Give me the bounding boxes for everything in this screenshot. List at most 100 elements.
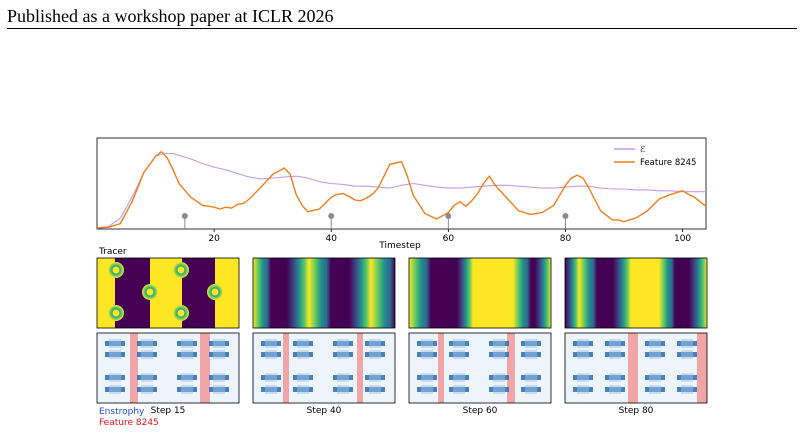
- chart-markers: [181, 213, 569, 229]
- timestep-marker: [445, 213, 452, 219]
- enstrophy-halo: [109, 339, 121, 348]
- enstrophy-halo: [609, 339, 621, 348]
- enstrophy-halo: [265, 350, 277, 359]
- enstrophy-halo: [493, 373, 505, 382]
- chart-lines: [96, 150, 707, 229]
- enstrophy-halo: [421, 373, 433, 382]
- feature-activation-band: [628, 333, 638, 403]
- enstrophy-panel-1: [96, 332, 240, 404]
- chart-ticks: 20 40 60 80 100: [208, 229, 691, 244]
- chart-legend: ℰ Feature 8245: [614, 145, 696, 168]
- timestep-marker: [181, 213, 188, 219]
- enstrophy-halo: [181, 385, 193, 394]
- feature-activation-band: [200, 333, 210, 403]
- enstrophy-halo: [213, 339, 225, 348]
- enstrophy-halo: [609, 385, 621, 394]
- enstrophy-halo: [681, 350, 693, 359]
- step-label-3: Step 60: [463, 406, 498, 416]
- enstrophy-halo: [141, 339, 153, 348]
- timestep-marker: [328, 213, 335, 219]
- step-label-2: Step 40: [307, 406, 342, 416]
- enstrophy-halo: [421, 350, 433, 359]
- tracer-panel-4: [564, 257, 708, 329]
- step-label-1: Step 15: [151, 406, 186, 416]
- enstrophy-halo: [297, 373, 309, 382]
- enstrophy-halo: [493, 385, 505, 394]
- enstrophy-halo: [577, 339, 589, 348]
- enstrophy-halo: [297, 350, 309, 359]
- enstrophy-halo: [525, 385, 537, 394]
- enstrophy-halo: [265, 373, 277, 382]
- enstrophy-halo: [337, 373, 349, 382]
- enstrophy-halo: [109, 385, 121, 394]
- enstrophy-halo: [681, 373, 693, 382]
- enstrophy-panel-frame: [564, 332, 708, 404]
- enstrophy-halo: [525, 373, 537, 382]
- step-label-4: Step 80: [619, 406, 654, 416]
- enstrophy-halo: [649, 373, 661, 382]
- enstrophy-halo: [649, 350, 661, 359]
- enstrophy-halo: [577, 385, 589, 394]
- x-tick-label: 100: [674, 234, 691, 244]
- enstrophy-halo: [297, 385, 309, 394]
- enstrophy-halo: [577, 350, 589, 359]
- enstrophy-halo: [181, 373, 193, 382]
- enstrophy-halo: [453, 339, 465, 348]
- enstrophy-halo: [265, 339, 277, 348]
- enstrophy-halo: [141, 350, 153, 359]
- enstrophy-halo: [369, 373, 381, 382]
- enstrophy-halo: [421, 385, 433, 394]
- enstrophy-halo: [649, 339, 661, 348]
- x-tick-label: 40: [326, 234, 338, 244]
- enstrophy-halo: [109, 350, 121, 359]
- enstrophy-legend-label: Enstrophy: [99, 407, 145, 417]
- enstrophy-halo: [453, 350, 465, 359]
- enstrophy-halo: [141, 385, 153, 394]
- x-tick-label: 80: [560, 234, 572, 244]
- enstrophy-halo: [421, 339, 433, 348]
- x-axis-label: Timestep: [378, 241, 421, 251]
- enstrophy-halo: [525, 339, 537, 348]
- enstrophy-halo: [181, 339, 193, 348]
- tracer-panel-2: [252, 257, 396, 329]
- enstrophy-halo: [181, 350, 193, 359]
- enstrophy-halo: [649, 385, 661, 394]
- enstrophy-halo: [265, 385, 277, 394]
- timestep-marker: [562, 213, 569, 219]
- chart-frame: [96, 137, 707, 230]
- x-tick-label: 20: [208, 234, 220, 244]
- feature-activation-band: [438, 333, 444, 403]
- enstrophy-halo: [109, 373, 121, 382]
- enstrophy-halo: [609, 350, 621, 359]
- x-tick-label: 60: [443, 234, 455, 244]
- series-line-feature-8245: [96, 150, 707, 229]
- enstrophy-halo: [453, 373, 465, 382]
- enstrophy-halo: [369, 350, 381, 359]
- enstrophy-halo: [609, 373, 621, 382]
- feature-legend-label: Feature 8245: [99, 418, 159, 428]
- enstrophy-halo: [337, 385, 349, 394]
- enstrophy-halo: [213, 373, 225, 382]
- enstrophy-halo: [213, 350, 225, 359]
- enstrophy-halo: [681, 385, 693, 394]
- enstrophy-panel-frame: [252, 332, 396, 404]
- enstrophy-halo: [213, 385, 225, 394]
- legend-label-energy: ℰ: [640, 145, 646, 155]
- enstrophy-halo: [453, 385, 465, 394]
- series-line-energy: [96, 152, 706, 229]
- enstrophy-panel-3: [408, 332, 552, 404]
- enstrophy-panel-2: [252, 332, 396, 404]
- enstrophy-halo: [337, 339, 349, 348]
- feature-activation-band: [357, 333, 363, 403]
- legend-label-feature: Feature 8245: [640, 158, 696, 168]
- header-rule: [7, 28, 797, 29]
- enstrophy-halo: [369, 385, 381, 394]
- enstrophy-halo: [493, 339, 505, 348]
- enstrophy-halo: [369, 339, 381, 348]
- enstrophy-panel-frame: [96, 332, 240, 404]
- feature-activation-band: [130, 333, 138, 403]
- enstrophy-panel-4: [564, 332, 708, 404]
- tracer-panel-3: [408, 257, 552, 329]
- feature-activation-band: [283, 333, 289, 403]
